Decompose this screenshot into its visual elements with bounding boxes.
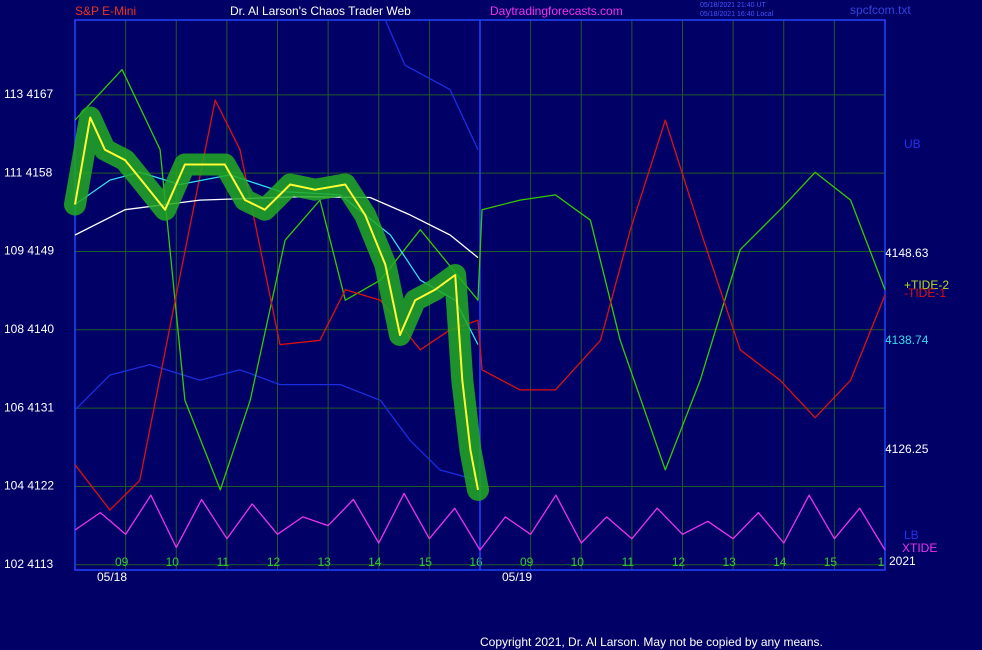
y-tick-label: 102 4113 [4, 557, 53, 571]
y-tick-label: 106 4131 [4, 400, 54, 414]
x-tick-label: 13 [722, 555, 736, 569]
x-tick-label: 15 [419, 555, 433, 569]
symbol: S&P E-Mini [75, 4, 136, 18]
x-tick-label: 1 [878, 555, 885, 569]
timestamp-ut: 05/18/2021 21:40 UT [700, 2, 766, 9]
y-tick-label: 113 4167 [4, 87, 53, 101]
series-label: -TIDE-1 [904, 286, 946, 300]
level-label: 4138.74 [885, 333, 929, 347]
site: Daytradingforecasts.com [490, 4, 623, 18]
year-label: 2021 [889, 554, 916, 568]
x-tick-label: 15 [824, 555, 838, 569]
series-label: LB [904, 528, 919, 542]
x-tick-label: 14 [368, 555, 382, 569]
x-tick-label: 10 [571, 555, 585, 569]
y-tick-label: 108 4140 [4, 322, 54, 336]
x-tick-label: 11 [622, 555, 635, 569]
series-label: XTIDE [902, 541, 937, 555]
date-label: 05/19 [502, 570, 532, 584]
copyright: Copyright 2021, Dr. Al Larson. May not b… [480, 635, 823, 649]
x-tick-label: 16 [469, 555, 483, 569]
y-tick-label: 111 4158 [4, 165, 53, 179]
timestamp-local: 05/18/2021 16:40 Local [700, 11, 774, 18]
x-tick-label: 10 [166, 555, 180, 569]
x-tick-label: 12 [672, 555, 686, 569]
series-line [74, 99, 886, 511]
level-label: 4148.63 [885, 246, 929, 260]
x-tick-label: 13 [317, 555, 331, 569]
x-tick-label: 09 [520, 555, 534, 569]
file-name: spcfcom.txt [850, 3, 911, 17]
x-tick-label: 11 [217, 555, 230, 569]
x-tick-label: 12 [267, 555, 281, 569]
series-line [384, 19, 479, 150]
series-line [74, 363, 479, 482]
y-tick-label: 109 4149 [4, 244, 54, 258]
series-label: +TIDE-2 [904, 278, 949, 292]
series-line [74, 492, 886, 551]
series-line [74, 116, 479, 491]
series-label: UB [904, 137, 921, 151]
date-label: 05/18 [97, 570, 127, 584]
chart-title: Dr. Al Larson's Chaos Trader Web [230, 4, 411, 18]
level-label: 4126.25 [885, 442, 929, 456]
series-line [74, 68, 886, 491]
x-tick-label: 14 [773, 555, 787, 569]
y-tick-label: 104 4122 [4, 479, 54, 493]
x-tick-label: 09 [115, 555, 129, 569]
